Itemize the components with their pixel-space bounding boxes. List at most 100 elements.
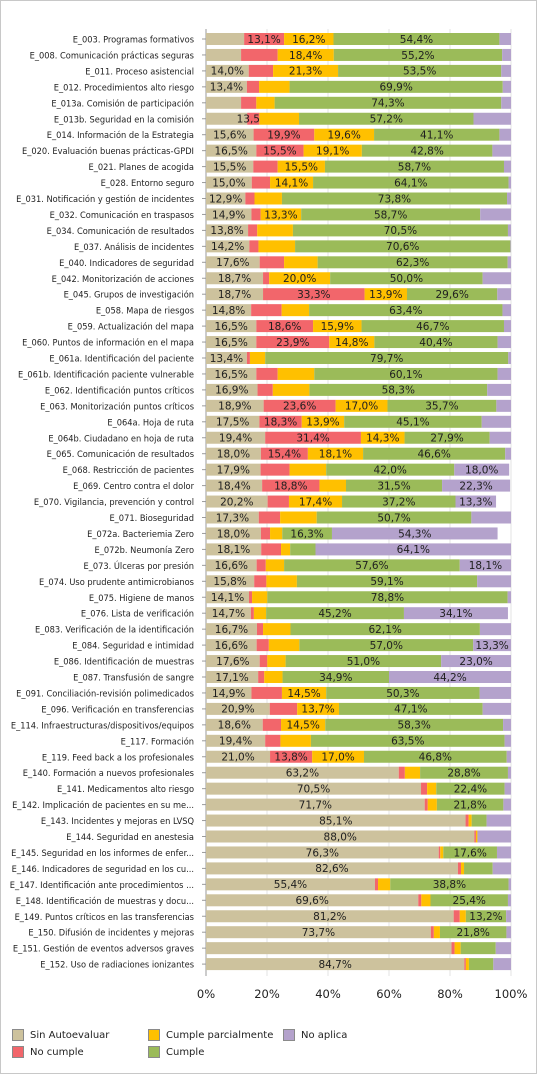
bar-segment-cumple [443, 846, 497, 859]
data-label: 14,2% [211, 241, 244, 253]
data-label: 13,9% [369, 289, 402, 301]
bar-segment-no-aplica [454, 463, 510, 476]
category-label: E_096. Verificación en transferencias [41, 704, 194, 715]
category-label: E_013a. Comisión de participación [51, 98, 194, 109]
bar-segment-cumple-parcialmente [421, 894, 431, 907]
data-label: 14,3% [366, 433, 399, 445]
bar-segment-no-cumple [265, 431, 361, 444]
bar-segment-sin-autoevaluar [206, 639, 257, 652]
bar-segment-no-aplica [499, 33, 511, 45]
bar-segment-cumple [333, 48, 503, 61]
legend-label: Cumple parcialmente [166, 1029, 274, 1041]
data-label: 58,3% [382, 385, 415, 397]
category-label: E_114. Infraestructuras/dispositivos/equ… [11, 720, 194, 731]
bar-segment-cumple [285, 655, 442, 668]
data-label: 19,4% [219, 736, 252, 748]
bar-segment-sin-autoevaluar [206, 814, 466, 827]
bar-segment-no-aplica [507, 192, 511, 205]
bar-segment-no-cumple [251, 208, 261, 221]
x-tick-label: 40% [315, 987, 341, 1001]
bar-segment-sin-autoevaluar [206, 926, 431, 939]
bar-segment-cumple [420, 766, 508, 779]
bar-segment-cumple-parcialmente [378, 878, 391, 891]
bar-segment-sin-autoevaluar [206, 80, 247, 93]
bar-segment-no-cumple [241, 96, 257, 109]
category-label: E_151. Gestión de eventos adversos grave… [13, 944, 194, 955]
category-label: E_144. Seguridad en anestesia [66, 832, 194, 843]
bar-segment-no-cumple [259, 415, 302, 428]
bar-segment-no-aplica [331, 527, 498, 540]
data-label: 14,0% [211, 66, 244, 78]
bar-segment-no-aplica [510, 240, 511, 253]
data-label: 15,5% [285, 161, 318, 173]
data-label: 13,2% [469, 911, 502, 923]
bar-segment-cumple [464, 862, 493, 875]
bar-segment-sin-autoevaluar [206, 846, 439, 859]
data-label: 42,0% [374, 464, 407, 476]
category-label: E_014. Información de la Estrategia [47, 130, 194, 141]
bar-segment-no-aplica [471, 511, 511, 524]
data-label: 18,4% [217, 480, 250, 492]
bar-segment-no-aplica [389, 671, 511, 683]
bar-segment-cumple-parcialmente [267, 655, 286, 668]
bar-segment-no-cumple [254, 575, 267, 588]
category-label: E_072a. Bacteriemia Zero [87, 529, 194, 540]
legend-item-no-cumple: No cumple [12, 1046, 84, 1058]
data-label: 17,6% [216, 257, 249, 269]
bar-segment-cumple [265, 352, 509, 364]
bar-segment-cumple-parcialmente [281, 718, 326, 731]
bar-segment-sin-autoevaluar [206, 655, 260, 668]
data-label: 82,6% [315, 863, 348, 875]
data-label: 19,9% [267, 130, 300, 142]
bar-segment-cumple [344, 415, 482, 428]
bar-segment-cumple [310, 734, 505, 747]
bar-segment-no-cumple [430, 926, 434, 939]
bar-segment-cumple [290, 543, 316, 556]
category-label: E_148. Identificación de muestras y docu… [16, 896, 194, 907]
legend-swatch [12, 1046, 24, 1058]
bar-segment-cumple-parcialmente [433, 926, 440, 939]
bar-segment-sin-autoevaluar [206, 447, 261, 460]
bar-segment-sin-autoevaluar [206, 862, 458, 875]
bar-segment-no-cumple [398, 766, 405, 779]
data-label: 16,5% [214, 321, 247, 333]
data-label: 27,9% [430, 433, 463, 445]
category-label: E_069. Centro contra el dolor [73, 481, 194, 492]
bar-segment-no-cumple [267, 495, 289, 508]
bar-segment-cumple [404, 431, 490, 444]
data-label: 31,5% [377, 480, 410, 492]
bar-segment-sin-autoevaluar [206, 160, 254, 173]
data-label: 12,9% [209, 193, 242, 205]
data-label: 58,3% [397, 720, 430, 732]
data-label: 16,5% [214, 145, 247, 157]
data-label: 62,1% [369, 624, 402, 636]
bar-segment-cumple [274, 96, 502, 109]
bar-segment-cumple [309, 304, 503, 317]
bar-segment-no-cumple [251, 686, 282, 699]
category-label: E_073. Úlceras por presión [83, 560, 194, 572]
category-label: E_068. Restricción de pacientes [63, 465, 194, 476]
data-label: 15,0% [212, 177, 245, 189]
data-label: 55,2% [401, 50, 434, 62]
bar-segment-cumple-parcialmente [263, 623, 291, 636]
data-label: 14,5% [286, 720, 319, 732]
bar-segment-cumple-parcialmente [268, 639, 300, 652]
category-label: E_008. Comunicación prácticas seguras [30, 50, 194, 61]
bar-segment-no-cumple [262, 718, 282, 731]
bar-segment-no-aplica [442, 479, 511, 492]
category-label: E_012. Procedimientos alto riesgo [54, 82, 194, 93]
bar-segment-cumple-parcialmente [257, 224, 293, 237]
data-label: 88,0% [324, 831, 357, 843]
bar-segment-no-cumple [256, 559, 266, 572]
bar-segment-no-cumple [249, 240, 259, 253]
bar-segment-no-aplica [482, 702, 511, 715]
bar-segment-cumple-parcialmente [360, 431, 405, 444]
category-label: E_060. Puntos de información en el mapa [22, 338, 194, 349]
bar-segment-no-cumple [260, 447, 308, 460]
data-label: 50,0% [390, 273, 423, 285]
data-label: 37,2% [382, 496, 415, 508]
bar-segment-no-cumple [260, 527, 271, 540]
legend-item-cumple-parcialmente: Cumple parcialmente [148, 1029, 273, 1041]
bar-segment-no-aplica [479, 686, 511, 699]
bar-segment-cumple-parcialmente [253, 607, 267, 620]
